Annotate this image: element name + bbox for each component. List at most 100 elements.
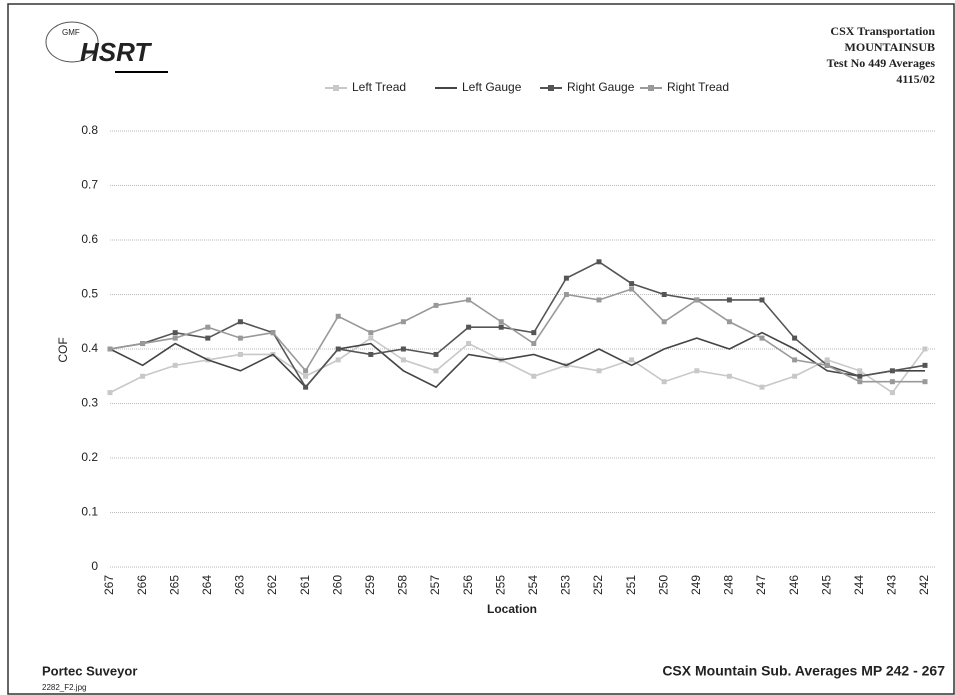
x-tick-label: 247 (754, 575, 768, 595)
data-point (629, 281, 635, 287)
data-point (824, 357, 830, 363)
footer-left: Portec Suveyor (42, 663, 137, 678)
x-tick-label: 254 (526, 575, 540, 595)
header-line: 4115/02 (896, 72, 935, 86)
data-point (433, 351, 439, 357)
data-point (726, 319, 732, 325)
series-line (109, 337, 926, 394)
data-point (759, 384, 765, 390)
data-point (889, 379, 895, 385)
x-tick-label: 263 (233, 575, 247, 595)
data-point (726, 297, 732, 303)
data-point (889, 390, 895, 396)
data-point (694, 297, 700, 303)
data-point (270, 330, 276, 336)
header-line: Test No 449 Averages (827, 56, 936, 70)
data-point (531, 330, 537, 336)
x-tick-label: 246 (787, 575, 801, 595)
data-point (661, 319, 667, 325)
data-point (922, 379, 928, 385)
y-tick-label: 0.1 (81, 505, 98, 519)
data-point (303, 373, 309, 379)
data-point (531, 373, 537, 379)
x-tick-label: 244 (852, 575, 866, 595)
x-tick-label: 242 (917, 575, 931, 595)
y-tick-label: 0.7 (81, 178, 98, 192)
x-axis-title: Location (487, 602, 537, 616)
data-point (629, 286, 635, 292)
data-point (857, 368, 863, 374)
x-tick-label: 266 (135, 575, 149, 595)
x-tick-label: 256 (461, 575, 475, 595)
data-point (466, 297, 472, 303)
data-point (792, 357, 798, 363)
data-point (107, 390, 113, 396)
legend-label: Left Gauge (462, 80, 522, 94)
data-point (140, 373, 146, 379)
data-point (792, 335, 798, 341)
x-tick-label: 257 (428, 575, 442, 595)
x-tick-label: 243 (885, 575, 899, 595)
data-point (563, 275, 569, 281)
data-point (303, 384, 309, 390)
x-tick-label: 267 (102, 575, 116, 595)
x-tick-label: 260 (330, 575, 344, 595)
data-point (661, 292, 667, 297)
legend-marker (548, 85, 554, 91)
data-point (694, 368, 700, 374)
data-point (335, 357, 341, 363)
logo-ring (45, 21, 99, 63)
data-point (368, 335, 374, 341)
x-tick-label: 264 (200, 575, 214, 595)
data-point (466, 341, 472, 347)
logo: HSRT (80, 37, 152, 67)
y-axis-title: COF (56, 337, 70, 362)
data-point (205, 324, 211, 330)
data-point (335, 346, 341, 352)
y-tick-label: 0 (91, 559, 98, 573)
data-point (172, 362, 178, 368)
data-point (400, 319, 406, 325)
data-point (368, 351, 374, 357)
data-point (433, 368, 439, 374)
data-point (303, 368, 309, 374)
data-point (596, 368, 602, 374)
data-point (107, 346, 113, 352)
x-tick-label: 248 (722, 575, 736, 595)
data-point (824, 362, 830, 368)
data-point (889, 368, 895, 374)
y-tick-label: 0.5 (81, 287, 98, 301)
data-point (172, 335, 178, 341)
data-point (563, 292, 569, 297)
data-point (792, 373, 798, 379)
x-tick-label: 259 (363, 575, 377, 595)
y-tick-label: 0.6 (81, 232, 98, 246)
data-point (237, 335, 243, 341)
data-point (531, 341, 537, 347)
data-point (172, 330, 178, 336)
data-point (498, 319, 504, 325)
series-line (109, 288, 925, 383)
data-point (400, 346, 406, 352)
y-tick-label: 0.8 (81, 123, 98, 137)
data-point (368, 330, 374, 336)
data-point (629, 357, 635, 363)
data-point (726, 373, 732, 379)
x-tick-label: 252 (591, 575, 605, 595)
header-line: MOUNTAINSUB (845, 40, 935, 54)
x-tick-label: 251 (624, 575, 638, 595)
legend-label: Right Tread (667, 80, 729, 94)
y-tick-label: 0.3 (81, 396, 98, 410)
data-point (922, 346, 928, 352)
series-line (109, 260, 926, 389)
data-point (759, 335, 765, 341)
legend-marker (648, 85, 654, 91)
data-point (205, 335, 211, 341)
data-point (596, 259, 602, 265)
data-point (237, 319, 243, 325)
x-tick-label: 255 (493, 575, 507, 595)
data-point (400, 357, 406, 363)
footer-right: CSX Mountain Sub. Averages MP 242 - 267 (662, 663, 945, 679)
data-point (661, 379, 667, 385)
